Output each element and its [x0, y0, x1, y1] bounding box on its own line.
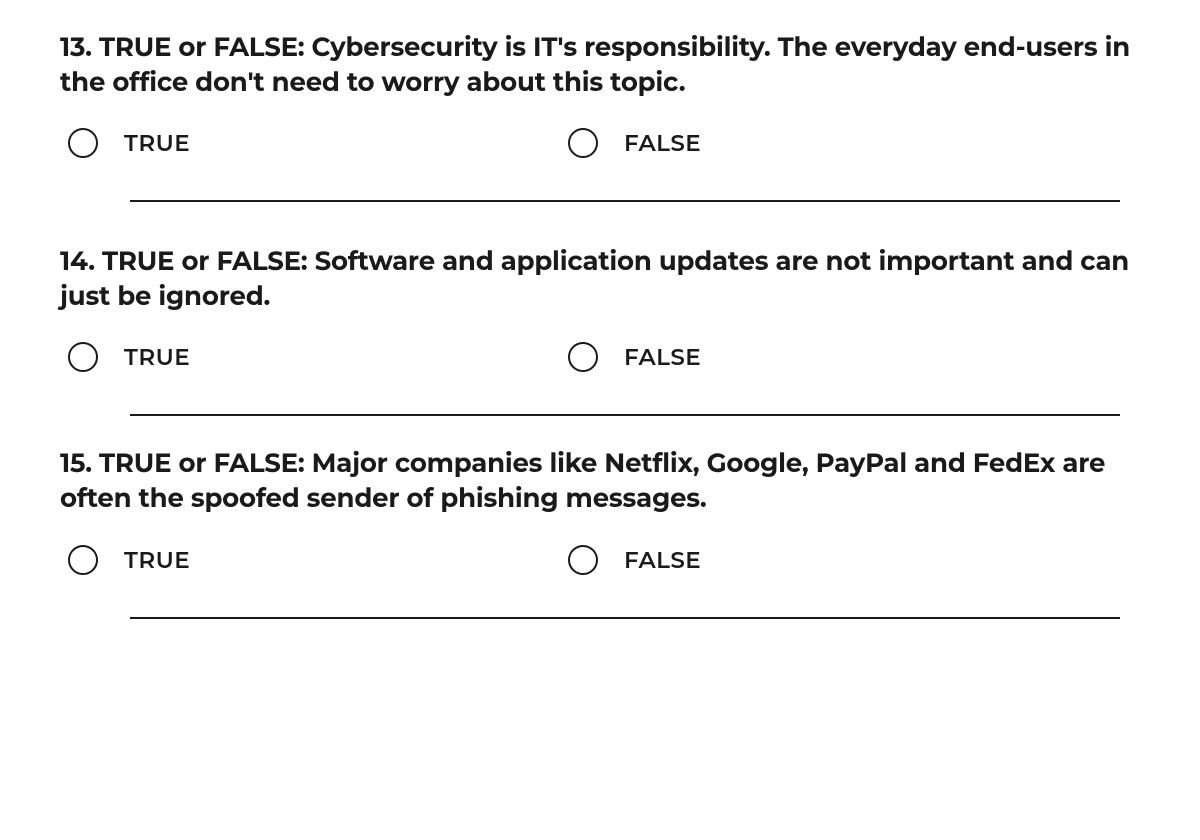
quiz-page: 13. TRUE or FALSE: Cybersecurity is IT's… — [0, 0, 1200, 619]
question-13-option-false[interactable]: FALSE — [568, 128, 701, 158]
radio-icon — [568, 342, 598, 372]
question-14-options: TRUE FALSE — [60, 342, 1140, 372]
option-label-false: FALSE — [624, 546, 701, 574]
radio-icon — [68, 342, 98, 372]
question-14: 14. TRUE or FALSE: Software and applicat… — [60, 244, 1140, 372]
divider — [130, 200, 1120, 202]
radio-icon — [68, 545, 98, 575]
option-label-true: TRUE — [124, 343, 190, 371]
divider — [130, 617, 1120, 619]
question-13-options: TRUE FALSE — [60, 128, 1140, 158]
question-14-option-false[interactable]: FALSE — [568, 342, 701, 372]
option-label-true: TRUE — [124, 129, 190, 157]
question-15-text: 15. TRUE or FALSE: Major companies like … — [60, 446, 1140, 516]
question-14-option-true[interactable]: TRUE — [68, 342, 568, 372]
radio-icon — [568, 545, 598, 575]
question-13-text: 13. TRUE or FALSE: Cybersecurity is IT's… — [60, 30, 1140, 100]
radio-icon — [68, 128, 98, 158]
question-13-option-true[interactable]: TRUE — [68, 128, 568, 158]
option-label-true: TRUE — [124, 546, 190, 574]
question-15-option-false[interactable]: FALSE — [568, 545, 701, 575]
question-15-option-true[interactable]: TRUE — [68, 545, 568, 575]
question-13: 13. TRUE or FALSE: Cybersecurity is IT's… — [60, 30, 1140, 158]
option-label-false: FALSE — [624, 129, 701, 157]
question-15: 15. TRUE or FALSE: Major companies like … — [60, 446, 1140, 574]
question-15-options: TRUE FALSE — [60, 545, 1140, 575]
divider — [130, 414, 1120, 416]
option-label-false: FALSE — [624, 343, 701, 371]
question-14-text: 14. TRUE or FALSE: Software and applicat… — [60, 244, 1140, 314]
radio-icon — [568, 128, 598, 158]
